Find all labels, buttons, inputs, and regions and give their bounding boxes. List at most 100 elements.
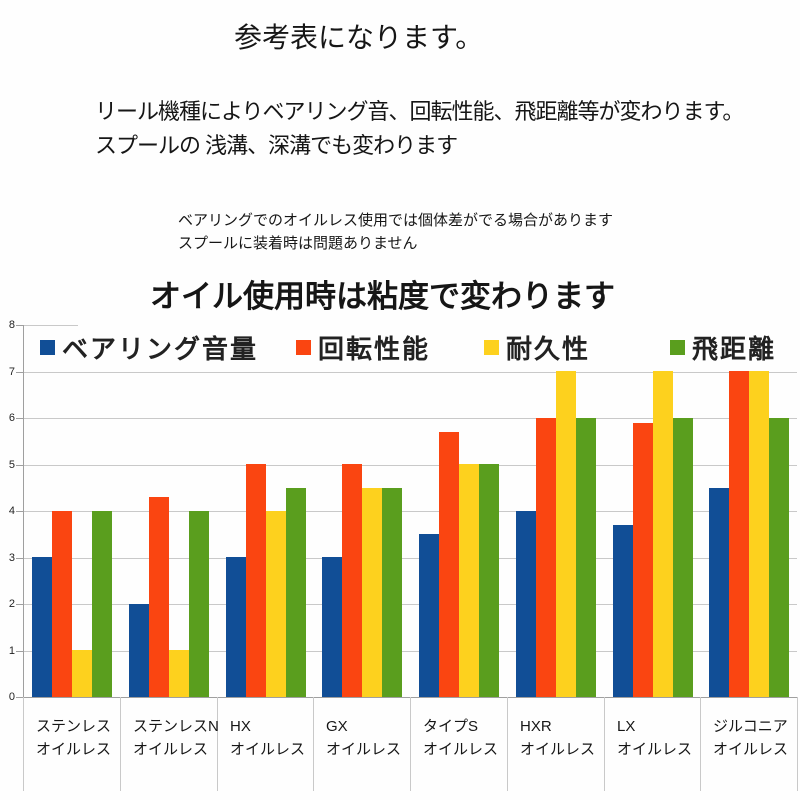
bar	[189, 511, 209, 697]
x-axis-label-line1: GX	[326, 718, 348, 735]
legend-label: 回転性能	[318, 333, 431, 364]
y-axis-tick	[16, 650, 23, 652]
category-separator	[313, 697, 314, 791]
bar	[516, 511, 536, 697]
bar	[266, 511, 286, 697]
bar	[32, 557, 52, 697]
x-axis-label-line2: オイルレス	[520, 741, 596, 758]
intro-line-2: スプールの 浅溝、深溝でも変わります	[95, 133, 458, 158]
bar	[129, 604, 149, 697]
x-axis-label: ジルコニア オイルレス	[713, 715, 788, 761]
x-axis-label: ステンレスオイルレス	[36, 715, 111, 761]
y-axis-tick	[16, 325, 23, 326]
legend-item: 飛距離	[670, 334, 777, 364]
y-axis-label: 7	[8, 365, 15, 378]
bar	[653, 371, 673, 697]
y-axis-tick	[16, 511, 23, 512]
x-axis-label-line2: オイルレス	[713, 741, 789, 758]
category-separator	[797, 697, 798, 791]
gridline-top-stub	[16, 325, 78, 326]
x-axis-label-line2: オイルレス	[230, 741, 306, 758]
page-title: 参考表になります。	[234, 22, 484, 53]
bar	[439, 432, 459, 697]
legend-swatch-icon	[484, 339, 499, 355]
y-axis-label: 1	[8, 644, 15, 657]
x-axis-label: LX オイルレス	[617, 715, 692, 761]
x-axis-label-line1: HXR	[520, 718, 552, 735]
bar	[286, 488, 306, 697]
legend-label: 飛距離	[692, 333, 777, 364]
gridline	[23, 650, 797, 652]
note-text: ベアリングでのオイルレス使用では個体差がでる場合があります スプールに装着時は問…	[178, 209, 613, 255]
bar	[246, 464, 266, 697]
bar	[72, 650, 92, 697]
bar	[613, 525, 633, 697]
bar	[362, 488, 382, 697]
y-axis-tick	[16, 371, 23, 373]
legend-item: 耐久性	[484, 334, 591, 364]
y-axis-label: 5	[8, 458, 15, 471]
x-axis-label: タイプS オイルレス	[423, 715, 498, 761]
x-axis-label: ステンレスN オイルレス	[133, 715, 219, 761]
legend-swatch-icon	[296, 339, 311, 355]
x-axis-label: HXR オイルレス	[520, 715, 595, 761]
chart-heading: オイル使用時は粘度で変わります	[150, 279, 615, 314]
x-axis-label-line1: ステンレス	[36, 718, 112, 735]
intro-text: リール機種によりベアリング音、回転性能、飛距離等が変わります。 スプールの 浅溝…	[95, 95, 744, 163]
y-axis-label: 0	[8, 691, 15, 703]
x-axis-label: HX オイルレス	[230, 715, 305, 761]
category-separator	[410, 697, 411, 791]
note-line-2: スプールに装着時は問題ありません	[178, 235, 418, 252]
x-axis-label-line2: オイルレス	[326, 741, 402, 758]
y-axis-label: 3	[8, 551, 15, 564]
y-axis-label: 6	[8, 412, 15, 424]
category-separator	[604, 697, 605, 791]
bar	[479, 464, 499, 697]
bar-chart: 0 1 2 3 4 5 6 7 8 ステンレス オイルレス ステンレスN オイルレス HX オイルレス GX オ…	[0, 318, 800, 800]
bar	[92, 511, 112, 697]
legend-label: 耐久性	[506, 333, 591, 364]
gridline	[23, 371, 797, 373]
x-axis-label-line2: オイルレス	[423, 741, 499, 758]
x-axis-label-line1: LX	[617, 718, 636, 735]
legend-swatch-icon	[670, 339, 685, 355]
bar	[149, 497, 169, 697]
bar	[342, 464, 362, 697]
gridline	[23, 604, 797, 605]
note-line-1: ベアリングでのオイルレス使用では個体差がでる場合があります	[178, 212, 614, 229]
legend-item: ベアリング音量	[40, 334, 259, 364]
y-axis-line	[23, 325, 24, 697]
y-axis-tick	[16, 604, 23, 605]
bar	[169, 650, 189, 697]
bar	[709, 488, 729, 697]
y-axis-tick	[16, 697, 23, 698]
bar	[673, 418, 693, 697]
bar	[322, 557, 342, 697]
x-axis-label-line2: オイルレス	[36, 741, 112, 758]
x-axis-label-line1: ステンレスN	[133, 718, 219, 735]
y-axis-label: 8	[8, 319, 15, 331]
gridline	[23, 511, 797, 512]
x-axis-label-line2: オイルレス	[133, 741, 209, 758]
y-axis-label: 2	[8, 598, 15, 610]
bar	[459, 464, 479, 697]
category-separator	[120, 697, 121, 791]
category-separator	[507, 697, 508, 791]
bar	[769, 418, 789, 697]
gridline	[23, 557, 797, 559]
bar	[536, 418, 556, 697]
intro-line-1: リール機種によりベアリング音、回転性能、飛距離等が変わります。	[95, 99, 744, 124]
y-axis-tick	[16, 418, 23, 419]
bar	[633, 423, 653, 697]
category-separator	[217, 697, 218, 791]
bar	[749, 371, 769, 697]
category-separator	[23, 697, 24, 791]
category-separator	[700, 697, 701, 791]
legend-swatch-icon	[40, 339, 55, 355]
gridline	[23, 418, 797, 419]
bar	[382, 488, 402, 697]
legend-item: 回転性能	[296, 334, 431, 364]
bar	[52, 511, 72, 697]
gridline	[23, 464, 797, 466]
